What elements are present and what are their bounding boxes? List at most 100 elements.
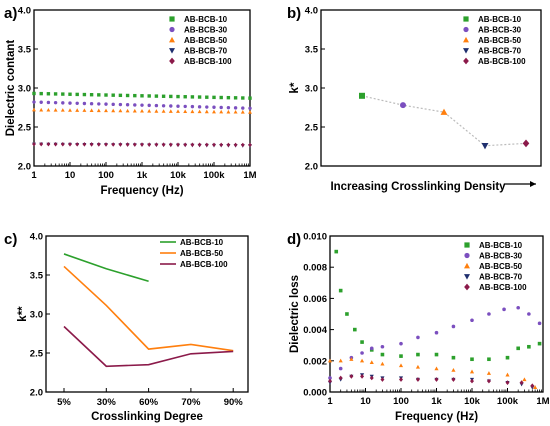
legend-marker (169, 48, 175, 54)
data-point (240, 142, 245, 148)
data-point (190, 104, 195, 109)
legend-label: AB-BCB-30 (184, 26, 228, 35)
x-tick-label: 1M (243, 170, 256, 181)
data-point (75, 101, 79, 105)
data-point (39, 141, 44, 147)
legend-label: AB-BCB-50 (478, 36, 522, 45)
data-point (338, 358, 343, 363)
legend-label: AB-BCB-10 (479, 241, 523, 250)
data-point (176, 109, 180, 113)
series-line (63, 253, 149, 283)
data-point (125, 103, 130, 107)
data-point (434, 330, 439, 335)
data-point (89, 102, 94, 106)
x-tick-label: 1 (327, 396, 333, 407)
data-point (451, 368, 456, 372)
data-point (502, 307, 506, 312)
y-tick-label: 2.0 (305, 162, 318, 173)
data-point (434, 377, 439, 382)
data-point (369, 346, 374, 351)
data-point (537, 341, 542, 346)
y-axis-label: k** (17, 306, 29, 322)
data-point (82, 142, 87, 147)
data-point (176, 142, 180, 147)
data-point (133, 103, 137, 107)
data-point (61, 92, 65, 96)
data-point (338, 366, 343, 371)
data-point (451, 324, 456, 329)
data-point (328, 378, 332, 384)
data-point (32, 141, 36, 147)
legend-marker (464, 242, 470, 248)
data-point (505, 355, 510, 360)
data-point (353, 327, 357, 332)
legend-label: AB-BCB-100 (180, 260, 228, 269)
x-tick-label: 1k (137, 170, 148, 181)
data-point (60, 142, 65, 147)
data-point (226, 105, 231, 110)
data-point (111, 93, 115, 97)
data-point (205, 105, 209, 109)
data-point (53, 100, 58, 105)
data-point (516, 346, 520, 351)
data-point (248, 110, 252, 114)
data-point (233, 142, 238, 148)
data-point (399, 354, 403, 358)
x-tick-label: 1k (431, 396, 442, 407)
data-point (481, 143, 489, 150)
legend-label: AB-BCB-50 (184, 36, 228, 45)
y-tick-label: 3.0 (18, 84, 31, 95)
data-point (96, 142, 101, 147)
legend-marker (169, 57, 175, 65)
data-point (183, 109, 188, 114)
data-point (161, 109, 166, 113)
data-point (219, 95, 223, 100)
legend-label: AB-BCB-100 (478, 57, 526, 66)
x-axis-label: Increasing Crosslinking Density (330, 181, 506, 193)
y-tick-label: 2.5 (305, 123, 319, 134)
data-point (212, 105, 216, 109)
data-point (522, 377, 527, 382)
data-point (118, 102, 123, 107)
data-point (161, 104, 166, 108)
panel-b-chart: b) 2.0 2.5 3.0 3.5 4.0 k* Increasing Crosslinki… (287, 5, 542, 193)
data-point (118, 108, 123, 113)
data-point (154, 103, 159, 108)
legend-label: AB-BCB-10 (180, 238, 224, 247)
data-point (380, 361, 385, 366)
data-point (190, 109, 195, 114)
data-point (233, 109, 238, 114)
data-point (516, 305, 520, 310)
legend-label: AB-BCB-10 (184, 15, 228, 24)
data-point (132, 108, 137, 113)
legend-marker (169, 26, 175, 33)
data-point (176, 94, 180, 99)
data-point (380, 344, 385, 349)
data-point (219, 142, 224, 148)
data-point (32, 107, 36, 112)
data-point (104, 142, 108, 147)
x-tick-label: 100 (98, 170, 114, 181)
data-point (168, 142, 173, 147)
data-point (522, 139, 530, 148)
data-point (197, 105, 202, 109)
data-point (68, 92, 72, 96)
panel-a-chart: a) 2.0 2.5 3.0 3.5 4.0 1 10 100 1k 10k 100k 1M Dielec… (4, 5, 257, 197)
data-point (204, 142, 209, 147)
data-point (205, 95, 209, 99)
data-point (118, 142, 123, 147)
data-point (125, 93, 130, 98)
data-point (183, 104, 187, 109)
data-point (505, 372, 510, 377)
data-point (399, 341, 403, 346)
data-point (241, 106, 245, 110)
data-point (398, 363, 404, 368)
y-tick-label: 0.010 (303, 232, 327, 243)
y-tick-label: 3.5 (30, 271, 44, 282)
data-point (183, 95, 187, 99)
x-tick-label: 10k (170, 170, 187, 181)
data-point (39, 100, 43, 104)
data-point (487, 312, 491, 316)
data-point (349, 357, 354, 361)
